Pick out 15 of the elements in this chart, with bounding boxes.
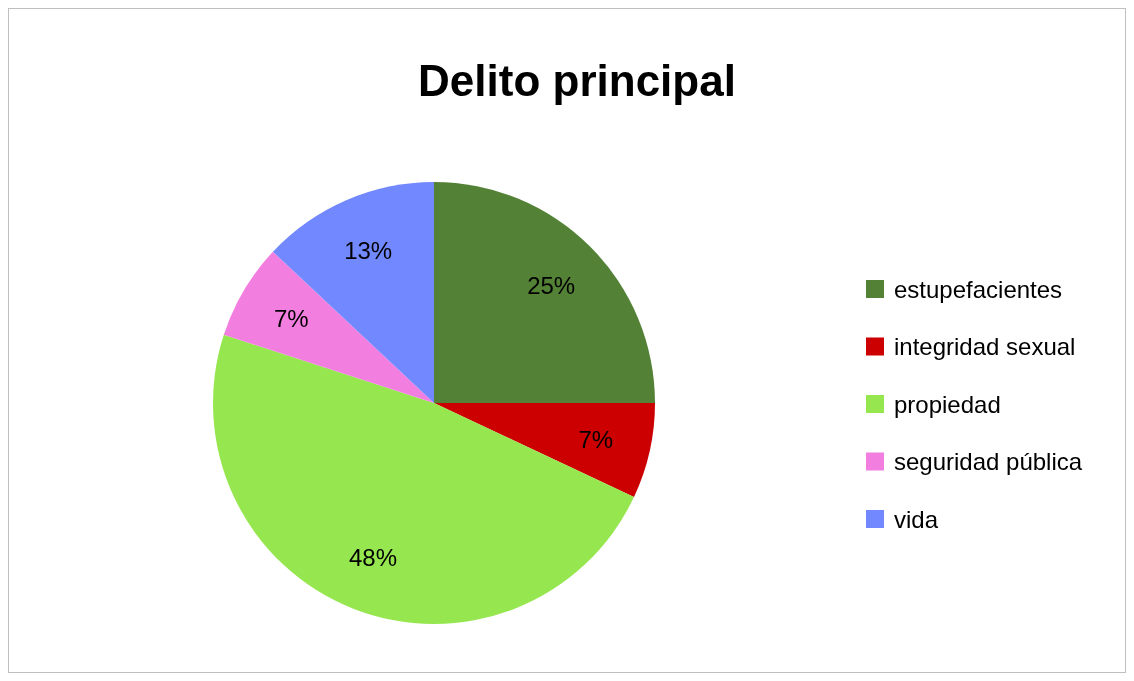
legend-label: propiedad [894, 390, 1001, 418]
legend-label: estupefacientes [894, 275, 1063, 303]
data-label: 13% [344, 237, 393, 265]
data-label: 7% [273, 305, 309, 333]
data-label: 7% [578, 425, 614, 453]
pie-slice [434, 403, 655, 498]
pie-slice [434, 182, 655, 403]
data-label: 48% [348, 543, 398, 571]
legend-label: seguridad pública [894, 448, 1083, 475]
legend-label: vida [894, 505, 939, 533]
data-label: 25% [527, 272, 576, 300]
legend-label: integridad sexual [894, 333, 1076, 360]
pie-slice [272, 182, 434, 403]
chart-title: Delito principal [418, 56, 736, 105]
pie-slice [213, 334, 634, 624]
